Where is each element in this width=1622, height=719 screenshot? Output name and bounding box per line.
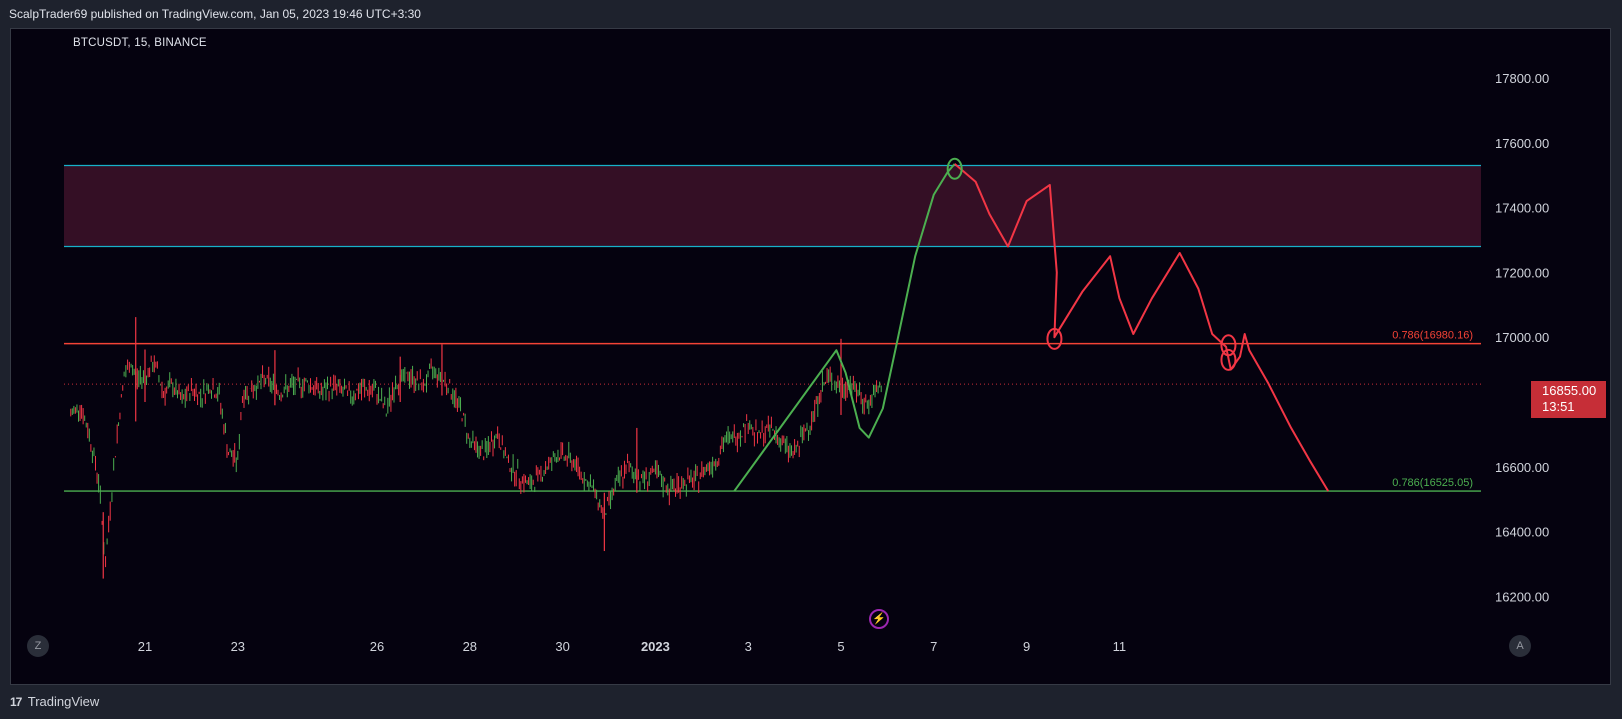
bar-countdown: 13:51: [1542, 399, 1575, 414]
publish-header: ScalpTrader69 published on TradingView.c…: [0, 0, 1622, 28]
y-tick-label-5: 16600.00: [1495, 460, 1549, 475]
y-tick-label-1: 17600.00: [1495, 136, 1549, 151]
bolt-icon[interactable]: ⚡: [869, 609, 889, 629]
footer-bar: 17 TradingView: [0, 688, 1622, 719]
x-tick-label-0: 21: [138, 639, 152, 654]
x-tick-label-6: 3: [745, 639, 752, 654]
supply-zone: [64, 165, 1481, 247]
current-price-value: 16855.00: [1542, 383, 1597, 398]
y-tick-label-6: 16400.00: [1495, 525, 1549, 540]
x-tick-label-5: 2023: [641, 639, 670, 654]
y-tick-label-7: 16200.00: [1495, 589, 1549, 604]
x-tick-label-8: 7: [930, 639, 937, 654]
x-tick-label-10: 11: [1113, 639, 1127, 654]
publish-text: ScalpTrader69 published on TradingView.c…: [9, 7, 421, 21]
tradingview-brand[interactable]: 17 TradingView: [10, 694, 99, 709]
y-tick-label-0: 17800.00: [1495, 71, 1549, 86]
projection-circle-3: [1220, 348, 1237, 371]
current-price-tag: 16855.00 13:51: [1531, 381, 1606, 418]
x-tick-label-9: 9: [1023, 639, 1030, 654]
auto-scale-button[interactable]: A: [1509, 635, 1531, 657]
brand-name: TradingView: [27, 694, 100, 709]
symbol-label: BTCUSDT, 15, BINANCE: [73, 37, 207, 49]
y-tick-label-4: 17000.00: [1495, 330, 1549, 345]
timezone-button[interactable]: Z: [27, 635, 49, 657]
fib-level-label-0: 0.786(16980.16): [1392, 330, 1473, 342]
x-tick-label-2: 26: [370, 639, 384, 654]
x-tick-label-1: 23: [231, 639, 245, 654]
chart-canvas[interactable]: 0.786(16980.16) 0.786(16525.05) 17800.00 17…: [11, 29, 1611, 685]
projection-circle-0: [946, 157, 963, 180]
projection-up-path: [733, 163, 956, 492]
y-tick-label-3: 17200.00: [1495, 265, 1549, 280]
x-tick-label-7: 5: [837, 639, 844, 654]
x-tick-label-3: 28: [463, 639, 477, 654]
fib-level-label-1: 0.786(16525.05): [1392, 477, 1473, 489]
y-tick-label-2: 17400.00: [1495, 201, 1549, 216]
x-tick-label-4: 30: [555, 639, 569, 654]
tradingview-logo-icon: 17: [10, 695, 22, 709]
projection-circle-2: [1220, 334, 1237, 357]
chart-area[interactable]: 0.786(16980.16) 0.786(16525.05) 17800.00 17…: [10, 28, 1611, 685]
projection-circle-1: [1046, 327, 1063, 350]
projection-down-path: [954, 163, 1330, 492]
